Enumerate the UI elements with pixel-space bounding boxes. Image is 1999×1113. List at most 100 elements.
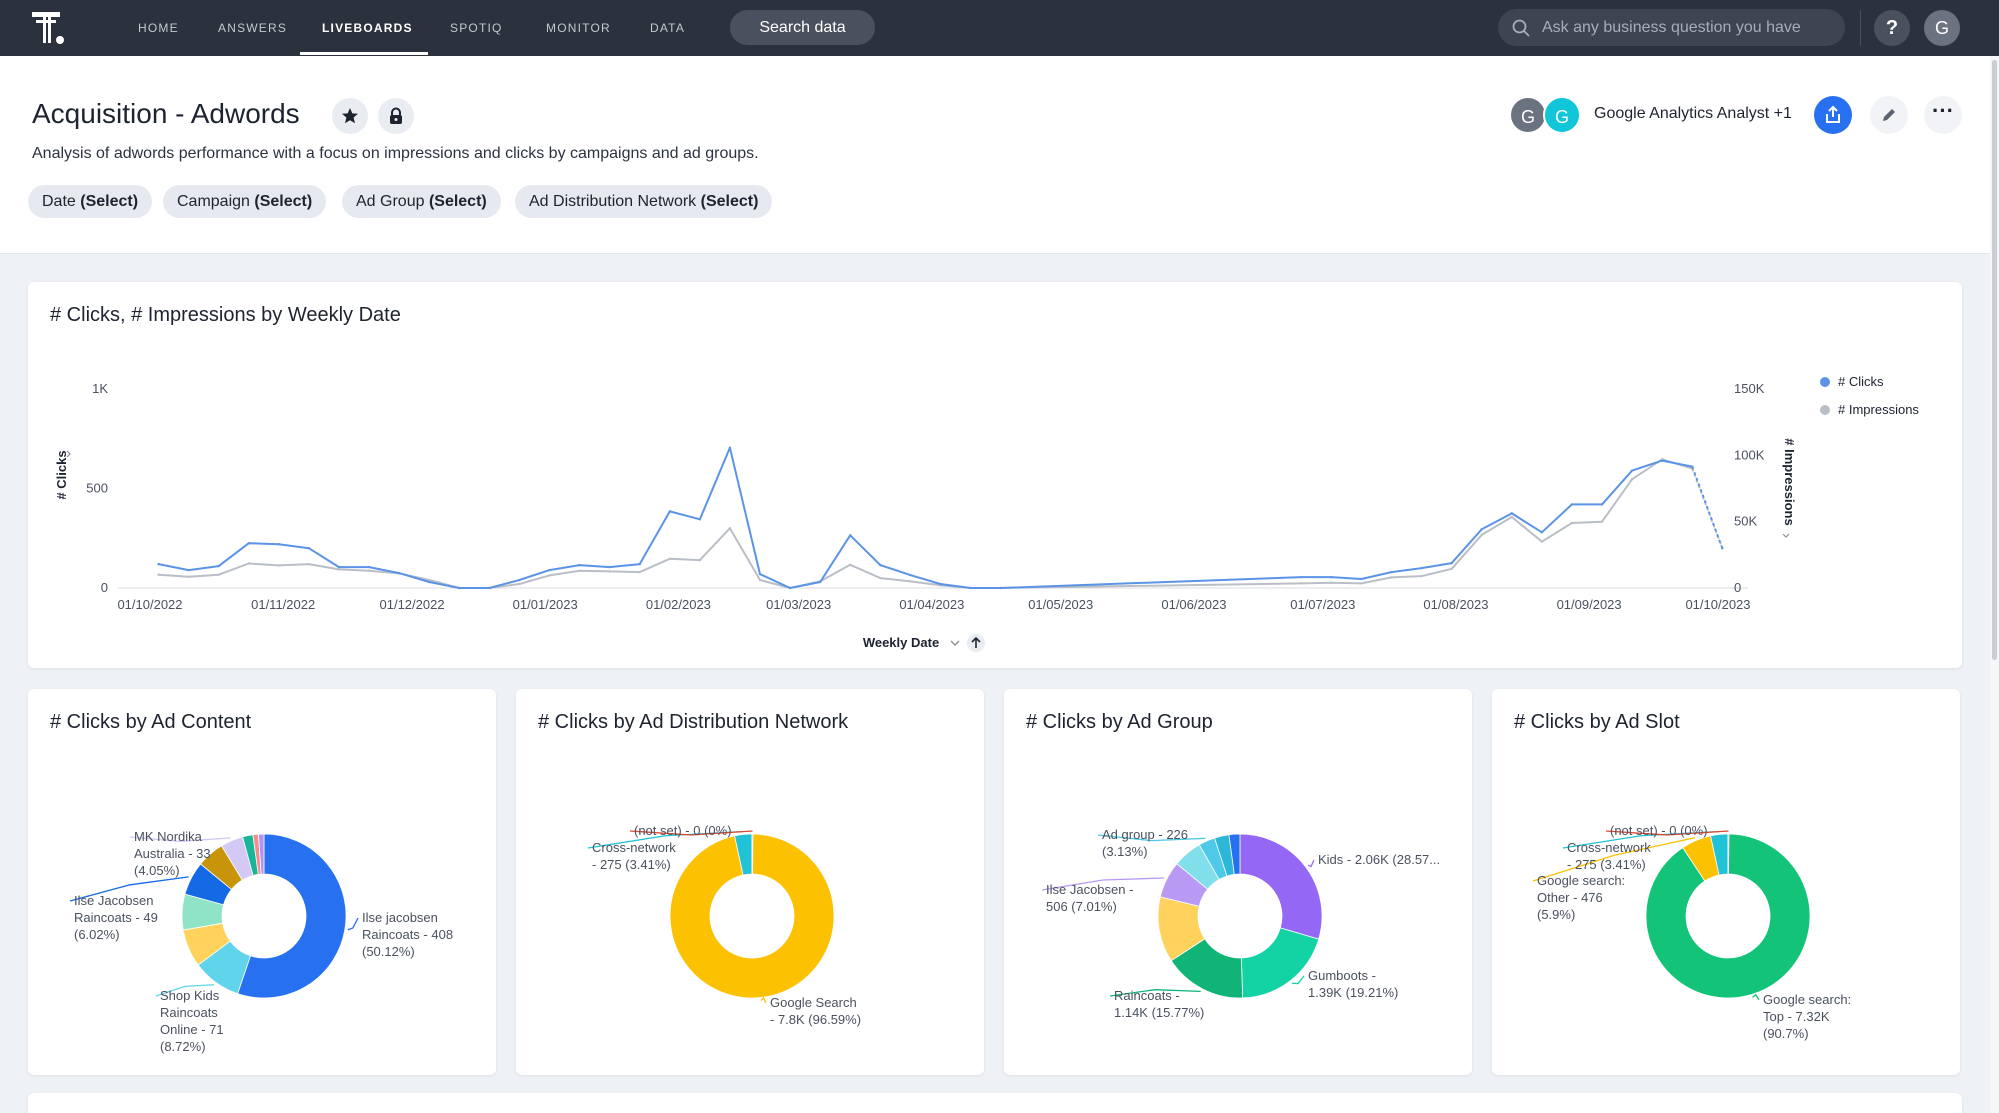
filter-chip-ad-group[interactable]: Ad Group (Select) xyxy=(342,185,501,218)
pie-slice[interactable] xyxy=(1645,833,1811,999)
data-point[interactable] xyxy=(879,563,882,567)
nav-liveboards[interactable]: LIVEBOARDS xyxy=(322,21,413,35)
data-point[interactable] xyxy=(728,527,732,530)
nav-answers[interactable]: ANSWERS xyxy=(218,21,288,35)
nav-home[interactable]: HOME xyxy=(138,21,179,35)
data-point[interactable] xyxy=(428,578,431,582)
data-point[interactable] xyxy=(1450,561,1453,565)
donut-chart-ad-group[interactable]: Kids - 2.06K (28.57... Gumboots - 1.39K (1… xyxy=(1004,689,1472,1075)
data-point[interactable] xyxy=(1300,575,1303,579)
data-point[interactable] xyxy=(698,518,702,521)
data-point[interactable] xyxy=(217,573,220,576)
filter-chip-campaign[interactable]: Campaign (Select) xyxy=(163,185,327,218)
data-point[interactable] xyxy=(1330,581,1333,584)
data-point[interactable] xyxy=(1691,465,1694,468)
viz-card-ad-distribution-network[interactable]: # Clicks by Ad Distribution Network Goog… xyxy=(516,689,984,1075)
data-point[interactable] xyxy=(277,543,281,546)
data-point[interactable] xyxy=(187,568,190,572)
data-point[interactable] xyxy=(367,565,371,569)
data-point[interactable] xyxy=(969,586,972,590)
data-point[interactable] xyxy=(758,578,762,582)
data-point[interactable] xyxy=(1600,520,1604,523)
data-point[interactable] xyxy=(428,580,431,584)
data-point[interactable] xyxy=(1510,512,1513,515)
data-point[interactable] xyxy=(548,574,551,577)
data-point[interactable] xyxy=(788,586,792,590)
data-point[interactable] xyxy=(939,582,942,586)
data-point[interactable] xyxy=(849,534,852,537)
data-point[interactable] xyxy=(1721,547,1724,550)
data-point[interactable] xyxy=(337,565,341,569)
ask-question-input[interactable]: Ask any business question you have xyxy=(1498,9,1845,46)
edit-button[interactable] xyxy=(1870,96,1908,134)
data-point[interactable] xyxy=(247,562,251,565)
data-point[interactable] xyxy=(1480,528,1483,531)
data-point[interactable] xyxy=(217,564,220,568)
data-point[interactable] xyxy=(698,558,702,562)
data-point[interactable] xyxy=(1390,570,1393,574)
data-point[interactable] xyxy=(1630,478,1634,481)
data-point[interactable] xyxy=(1570,503,1574,506)
data-point[interactable] xyxy=(909,573,912,577)
pie-slice[interactable] xyxy=(1727,833,1730,875)
viz-card-ad-group[interactable]: # Clicks by Ad Group Kids - 2.06K (28.57… xyxy=(1004,689,1472,1075)
share-button[interactable] xyxy=(1814,96,1852,134)
filter-chip-ad-distribution-network[interactable]: Ad Distribution Network (Select) xyxy=(515,185,773,218)
data-point[interactable] xyxy=(849,563,852,566)
data-point[interactable] xyxy=(638,570,641,574)
data-point[interactable] xyxy=(157,573,160,576)
pie-slice[interactable] xyxy=(258,833,265,875)
data-point[interactable] xyxy=(879,576,882,580)
x-axis-title-group[interactable]: Weekly Date xyxy=(863,634,985,652)
data-point[interactable] xyxy=(1420,574,1423,578)
nav-data[interactable]: DATA xyxy=(650,21,686,35)
data-point[interactable] xyxy=(1330,575,1333,579)
data-point[interactable] xyxy=(518,578,521,582)
data-point[interactable] xyxy=(578,569,581,572)
viz-card-ad-content[interactable]: # Clicks by Ad Content Ilse jacobsen Rain… xyxy=(28,689,496,1075)
data-point[interactable] xyxy=(1450,567,1453,570)
data-point[interactable] xyxy=(488,586,491,590)
more-options-button[interactable]: ··· xyxy=(1924,96,1962,134)
nav-monitor[interactable]: MONITOR xyxy=(546,21,611,35)
data-point[interactable] xyxy=(187,575,190,578)
series-line-partial-period[interactable] xyxy=(1691,466,1724,549)
data-point[interactable] xyxy=(277,564,281,567)
data-point[interactable] xyxy=(909,580,912,583)
pie-slice[interactable] xyxy=(1228,833,1241,875)
filter-chip-date[interactable]: Date (Select) xyxy=(28,185,153,218)
pie-slice[interactable] xyxy=(1239,833,1323,940)
thoughtspot-logo[interactable] xyxy=(32,12,68,46)
shared-with-label[interactable]: Google Analytics Analyst +1 xyxy=(1594,105,1792,122)
data-point[interactable] xyxy=(638,562,641,566)
legend-label-clicks[interactable]: # Clicks xyxy=(1838,374,1884,389)
data-point[interactable] xyxy=(608,570,611,573)
help-button[interactable]: ? xyxy=(1874,10,1910,46)
pie-slice[interactable] xyxy=(237,833,347,999)
data-point[interactable] xyxy=(999,586,1002,590)
data-point[interactable] xyxy=(578,563,581,567)
data-point[interactable] xyxy=(1360,577,1363,581)
viz-card-ad-slot[interactable]: # Clicks by Ad Slot Google search: Top - … xyxy=(1492,689,1960,1075)
search-data-button[interactable]: Search data xyxy=(730,10,875,45)
series-line-clicks[interactable] xyxy=(158,446,1693,589)
data-point[interactable] xyxy=(548,568,551,572)
data-point[interactable] xyxy=(458,586,461,590)
pie-slice[interactable] xyxy=(751,833,754,875)
data-point[interactable] xyxy=(247,542,251,545)
donut-chart-ad-distribution-network[interactable]: Google Search - 7.8K (96.59%) Cross-networ… xyxy=(516,689,984,1075)
data-point[interactable] xyxy=(1660,459,1664,462)
collaborator-avatar[interactable]: G xyxy=(1543,96,1581,134)
user-avatar[interactable]: G xyxy=(1924,10,1960,46)
data-point[interactable] xyxy=(1600,503,1604,506)
viz-card-clicks-impressions[interactable]: # Clicks, # Impressions by Weekly Date W… xyxy=(28,282,1962,668)
series-line-impressions[interactable] xyxy=(158,458,1693,589)
viz-card-partial[interactable] xyxy=(28,1093,1962,1113)
data-point[interactable] xyxy=(1540,540,1544,543)
data-point[interactable] xyxy=(608,565,611,569)
data-point[interactable] xyxy=(818,580,822,584)
favorite-button[interactable] xyxy=(332,98,368,134)
line-chart[interactable]: Weekly Date # Clicks # Impressions 0 500 1… xyxy=(28,282,1962,668)
data-point[interactable] xyxy=(668,557,672,561)
data-point[interactable] xyxy=(367,569,371,572)
